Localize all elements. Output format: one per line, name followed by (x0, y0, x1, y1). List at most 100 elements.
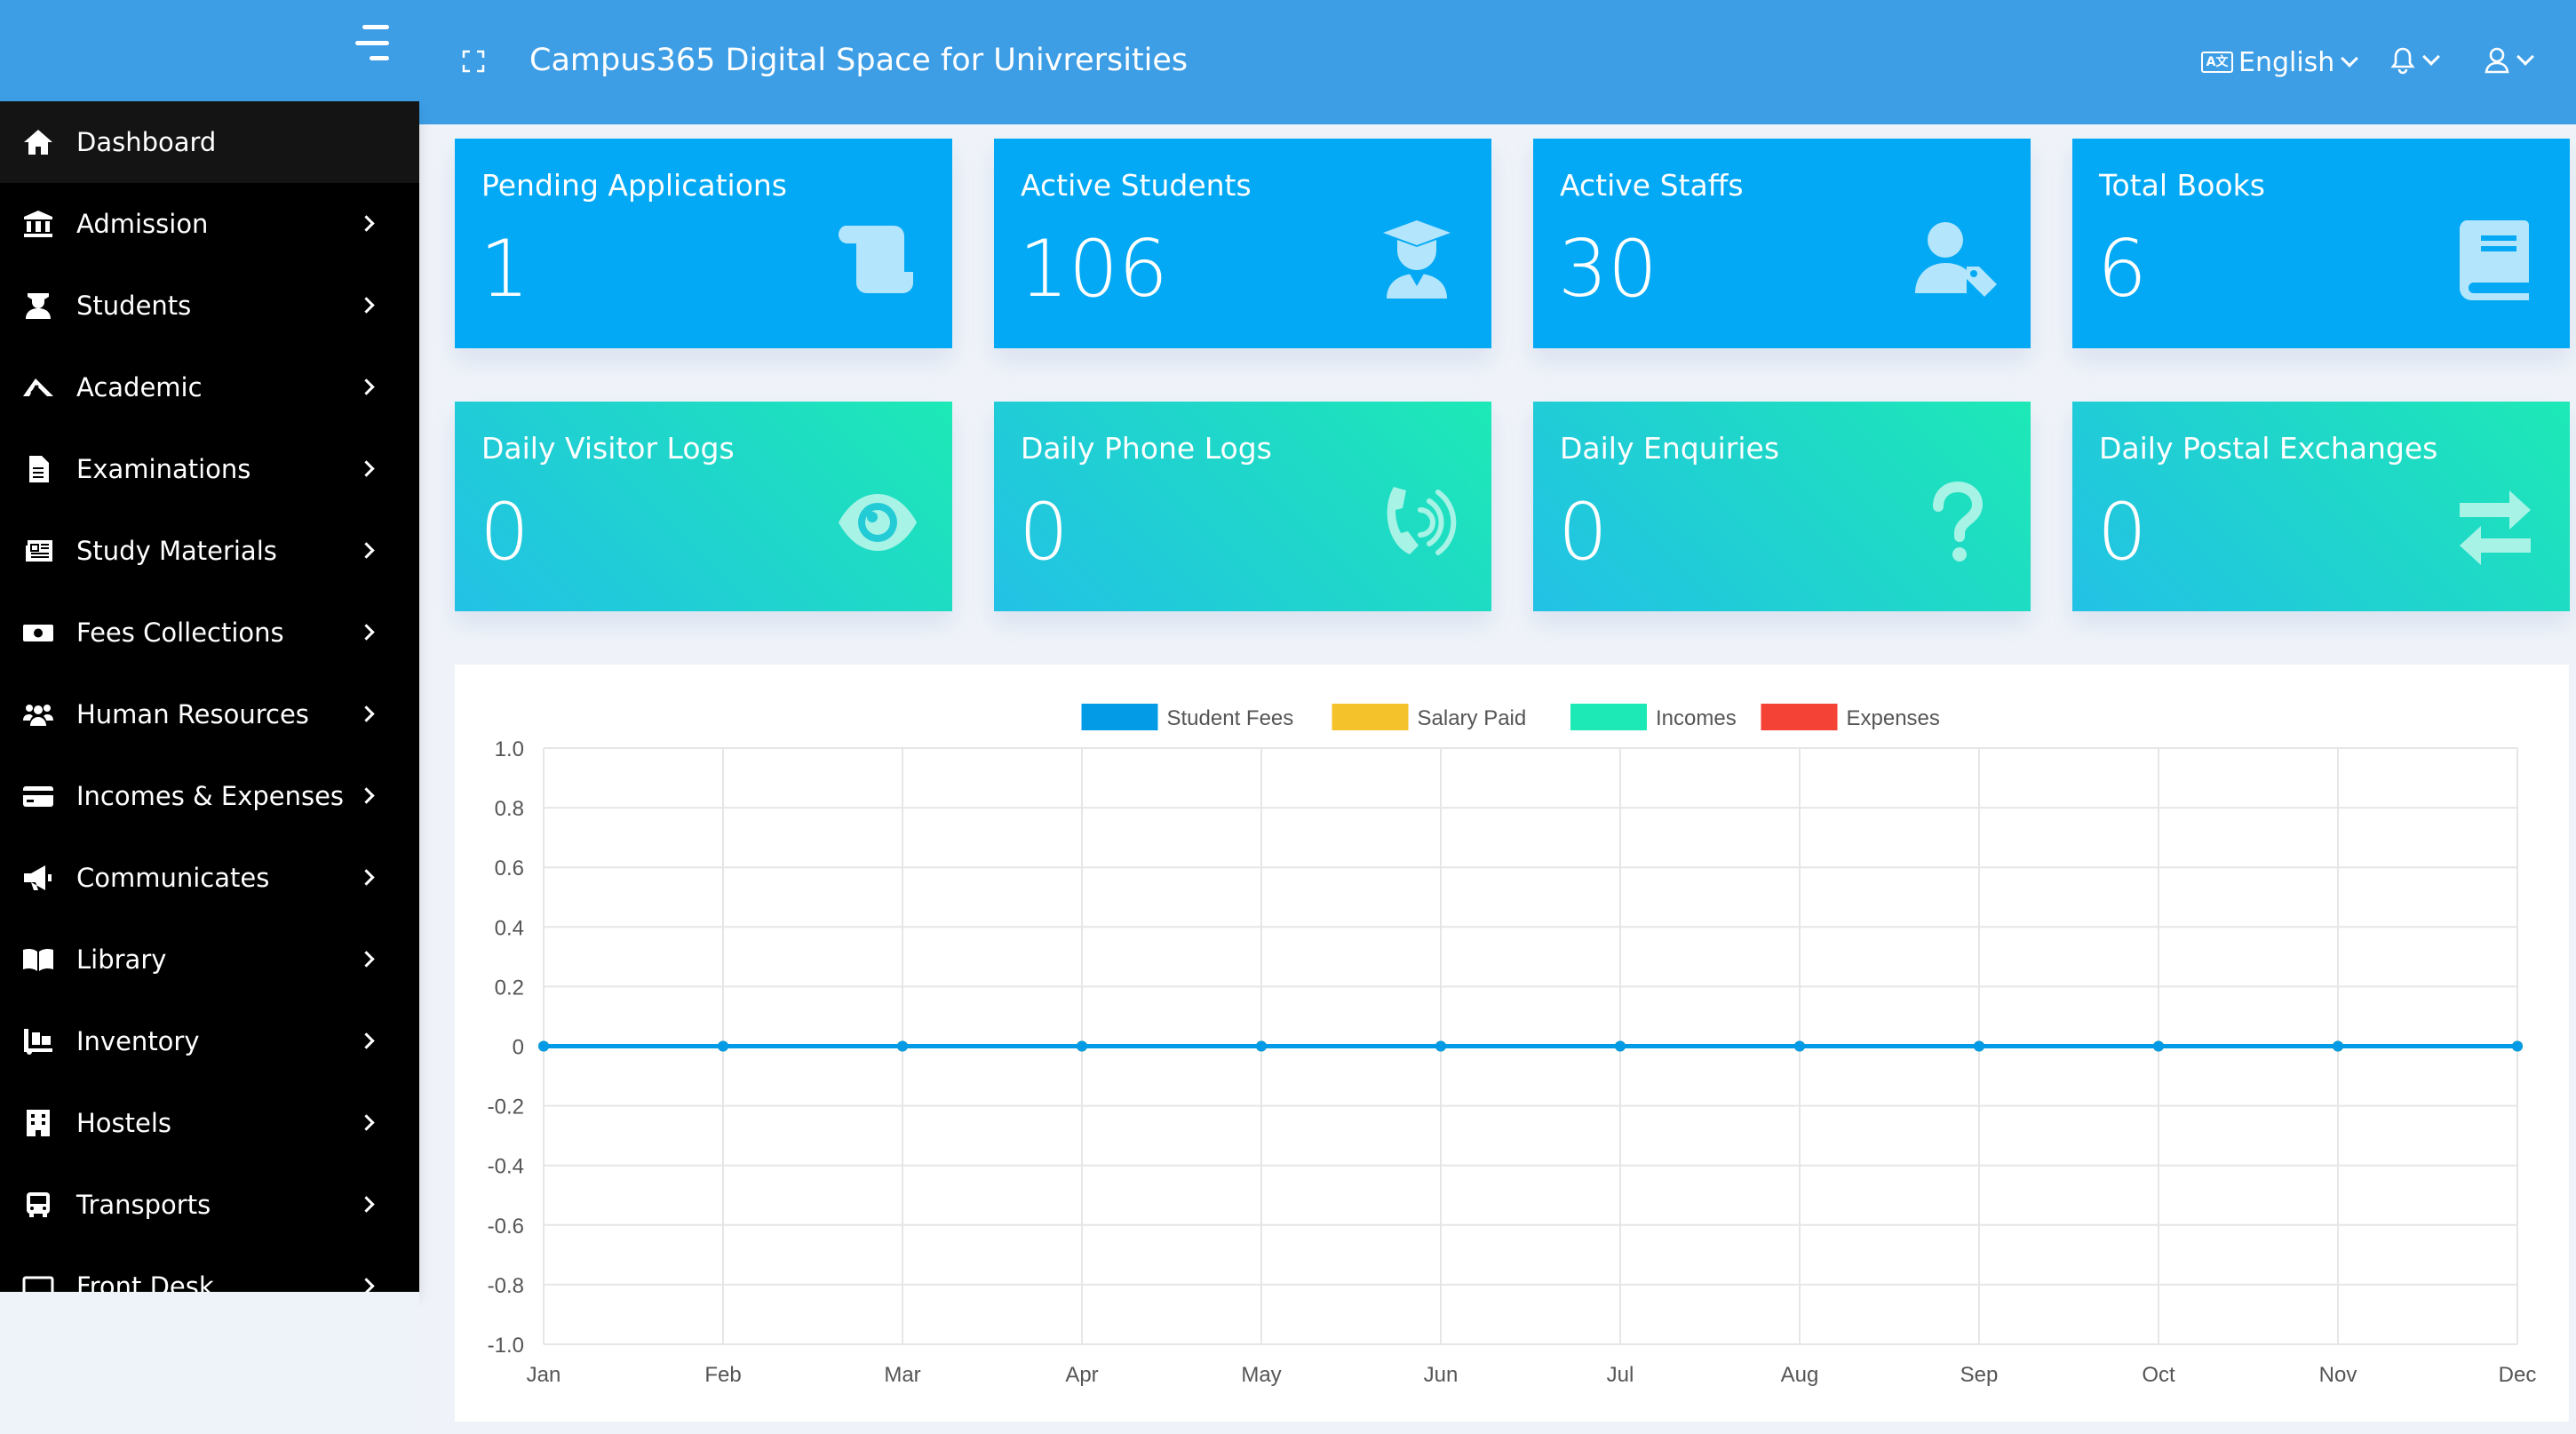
x-tick-label: Apr (1065, 1363, 1098, 1387)
legend-swatch[interactable] (1761, 704, 1838, 730)
data-point (718, 1040, 728, 1052)
card-active-students[interactable]: Active Students 106 (994, 139, 1491, 348)
card-value: 30 (1558, 223, 1658, 315)
legend-label[interactable]: Student Fees (1167, 706, 1294, 730)
y-tick-label: 0.2 (495, 976, 524, 1000)
chevron-right-icon (358, 215, 375, 232)
sidebar-item-label: Admission (76, 209, 209, 239)
chevron-right-icon (358, 787, 375, 804)
notifications-button[interactable] (2389, 46, 2440, 75)
legend-label[interactable]: Salary Paid (1418, 706, 1527, 730)
sidebar: Dashboard Admission Students Academic Ex… (0, 101, 419, 1292)
card-daily-enquiries[interactable]: Daily Enquiries 0 (1533, 402, 2031, 611)
data-point (538, 1040, 549, 1052)
chevron-right-icon (358, 542, 375, 559)
sidebar-item-dashboard[interactable]: Dashboard (0, 101, 419, 183)
y-tick-label: 0 (513, 1036, 524, 1060)
sidebar-item-inventory[interactable]: Inventory (0, 1000, 419, 1082)
card-label: Daily Visitor Logs (481, 431, 735, 466)
card-active-staffs[interactable]: Active Staffs 30 (1533, 139, 2031, 348)
data-point (1794, 1040, 1805, 1052)
sidebar-item-label: Front Desk (76, 1271, 214, 1292)
y-tick-label: 0.8 (495, 797, 524, 821)
legend-label[interactable]: Incomes (1656, 706, 1737, 730)
legend-swatch[interactable] (1570, 704, 1647, 730)
y-tick-label: -0.2 (488, 1095, 524, 1119)
chevron-down-icon (2422, 48, 2440, 66)
sidebar-toggle-icon[interactable] (350, 25, 389, 60)
university-icon (21, 209, 55, 239)
data-point (1077, 1040, 1087, 1052)
card-pending-applications[interactable]: Pending Applications 1 (455, 139, 952, 348)
language-label: English (2238, 46, 2335, 78)
x-tick-label: Jun (1424, 1363, 1459, 1387)
legend-swatch[interactable] (1081, 704, 1158, 730)
x-tick-label: Dec (2499, 1363, 2537, 1387)
sidebar-item-academic[interactable]: Academic (0, 347, 419, 428)
card-label: Total Books (2099, 168, 2265, 203)
chevron-right-icon (358, 705, 375, 722)
x-tick-label: Sep (1960, 1363, 1999, 1387)
sidebar-item-admission[interactable]: Admission (0, 183, 419, 265)
card-daily-visitor-logs[interactable]: Daily Visitor Logs 0 (455, 402, 952, 611)
student-icon (21, 291, 55, 321)
file-icon (21, 454, 55, 484)
y-tick-label: -0.6 (488, 1215, 524, 1239)
card-daily-postal-exchanges[interactable]: Daily Postal Exchanges 0 (2072, 402, 2570, 611)
card-label: Daily Phone Logs (1021, 431, 1272, 466)
sidebar-item-hostels[interactable]: Hostels (0, 1082, 419, 1164)
sidebar-item-study-materials[interactable]: Study Materials (0, 510, 419, 592)
card-value: 106 (1019, 223, 1168, 315)
bell-icon (2390, 47, 2415, 75)
language-icon: A文 (2201, 52, 2233, 73)
y-tick-label: 0.4 (495, 916, 524, 940)
sidebar-item-examinations[interactable]: Examinations (0, 428, 419, 510)
sidebar-item-front-desk[interactable]: Front Desk (0, 1246, 419, 1292)
sidebar-item-students[interactable]: Students (0, 265, 419, 347)
user-menu-button[interactable] (2484, 46, 2534, 75)
sidebar-item-label: Study Materials (76, 536, 277, 566)
legend-swatch[interactable] (1332, 704, 1409, 730)
x-tick-label: Mar (884, 1363, 920, 1387)
data-point (1615, 1040, 1626, 1052)
sidebar-item-fees-collections[interactable]: Fees Collections (0, 592, 419, 673)
chevron-down-icon (2341, 50, 2359, 68)
data-point (1256, 1040, 1267, 1052)
chevron-right-icon (358, 624, 375, 641)
data-point (897, 1040, 908, 1052)
sidebar-item-transports[interactable]: Transports (0, 1164, 419, 1246)
top-header: Campus365 Digital Space for Univrersitie… (0, 0, 2576, 124)
sidebar-item-communicates[interactable]: Communicates (0, 837, 419, 919)
chevron-right-icon (358, 1278, 375, 1292)
language-selector[interactable]: A文 English (2201, 43, 2359, 82)
legend-label[interactable]: Expenses (1847, 706, 1940, 730)
x-tick-label: Aug (1781, 1363, 1819, 1387)
card-label: Pending Applications (481, 168, 787, 203)
newspaper-icon (21, 536, 55, 566)
data-point (2512, 1040, 2523, 1052)
app-title: Campus365 Digital Space for Univrersitie… (529, 43, 1189, 78)
x-tick-label: Jul (1607, 1363, 1634, 1387)
chevron-right-icon (358, 1114, 375, 1131)
chevron-right-icon (358, 1032, 375, 1049)
sidebar-item-incomes-expenses[interactable]: Incomes & Expenses (0, 755, 419, 837)
x-tick-label: May (1241, 1363, 1281, 1387)
sidebar-item-label: Fees Collections (76, 617, 284, 648)
card-value: 0 (1558, 486, 1608, 578)
y-tick-label: -0.4 (488, 1155, 524, 1179)
phone-volume-icon (1387, 487, 1457, 555)
card-total-books[interactable]: Total Books 6 (2072, 139, 2570, 348)
sidebar-item-human-resources[interactable]: Human Resources (0, 673, 419, 755)
user-icon (2485, 47, 2509, 74)
sidebar-item-library[interactable]: Library (0, 919, 419, 1000)
eye-icon (839, 494, 917, 551)
sidebar-item-label: Incomes & Expenses (76, 781, 345, 811)
card-daily-phone-logs[interactable]: Daily Phone Logs 0 (994, 402, 1491, 611)
card-value: 6 (2097, 223, 2147, 315)
dolly-icon (21, 1026, 55, 1056)
sidebar-item-label: Human Resources (76, 699, 309, 729)
exchange-icon (2460, 490, 2531, 565)
chevron-right-icon (358, 460, 375, 477)
fullscreen-icon[interactable] (462, 50, 485, 73)
sidebar-item-label: Inventory (76, 1026, 200, 1056)
